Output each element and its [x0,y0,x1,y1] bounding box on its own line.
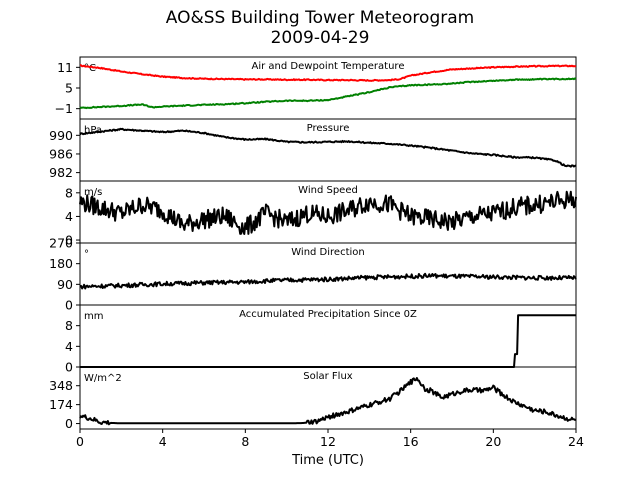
unit-label-precipitation: mm [84,311,103,322]
unit-label-temperature: °C [84,63,96,74]
ytick-label-wind_direction: 90 [57,277,73,292]
ytick-label-wind_direction: 270 [49,236,73,251]
panel-title-wind_direction: Wind Direction [291,247,365,258]
xtick-label: 4 [159,434,167,449]
x-axis-label: Time (UTC) [292,453,364,468]
figure-title: AO&SS Building Tower Meteorogram [165,8,475,28]
series-line-precipitation [80,314,576,368]
unit-label-wind_speed: m/s [84,187,102,198]
series-line-wind_direction [79,272,577,290]
xtick-label: 12 [320,434,336,449]
ytick-label-precipitation: 0 [65,360,73,375]
ytick-label-precipitation: 8 [65,318,73,333]
ytick-label-wind_speed: 8 [65,185,73,200]
series-line-temperature [79,77,577,110]
ytick-label-precipitation: 4 [65,339,73,354]
series-line-wind_speed [79,190,577,235]
unit-label-pressure: hPa [84,125,102,136]
ytick-label-pressure: 982 [49,165,73,180]
panel-title-pressure: Pressure [307,123,350,134]
ytick-label-pressure: 986 [49,146,73,161]
panel-title-precipitation: Accumulated Precipitation Since 0Z [239,309,417,320]
ytick-label-temperature: 5 [65,81,73,96]
ytick-label-pressure: 990 [49,128,73,143]
figure-date: 2009-04-29 [270,28,370,48]
series-line-solar_flux [79,377,577,426]
ytick-label-wind_speed: 0 [65,233,73,248]
panel-title-solar_flux: Solar Flux [303,371,353,382]
panel-title-temperature: Air and Dewpoint Temperature [252,61,405,72]
ytick-label-solar_flux: 348 [49,378,73,393]
xtick-label: 20 [485,434,501,449]
panel-title-wind_speed: Wind Speed [298,185,358,196]
series-line-pressure [79,127,577,168]
xtick-label: 8 [241,434,249,449]
ytick-label-solar_flux: 174 [49,397,73,412]
xtick-label: 24 [568,434,584,449]
ytick-label-wind_speed: 4 [65,209,73,224]
series-line-temperature [79,64,577,82]
unit-label-wind_direction: ° [84,249,89,260]
ytick-label-temperature: −1 [55,101,73,116]
ytick-label-wind_direction: 180 [49,256,73,271]
ytick-label-wind_direction: 0 [65,298,73,313]
xtick-label: 0 [76,434,84,449]
ytick-label-temperature: 11 [57,60,73,75]
ytick-label-solar_flux: 0 [65,416,73,431]
unit-label-solar_flux: W/m^2 [84,373,122,384]
xtick-label: 16 [403,434,419,449]
